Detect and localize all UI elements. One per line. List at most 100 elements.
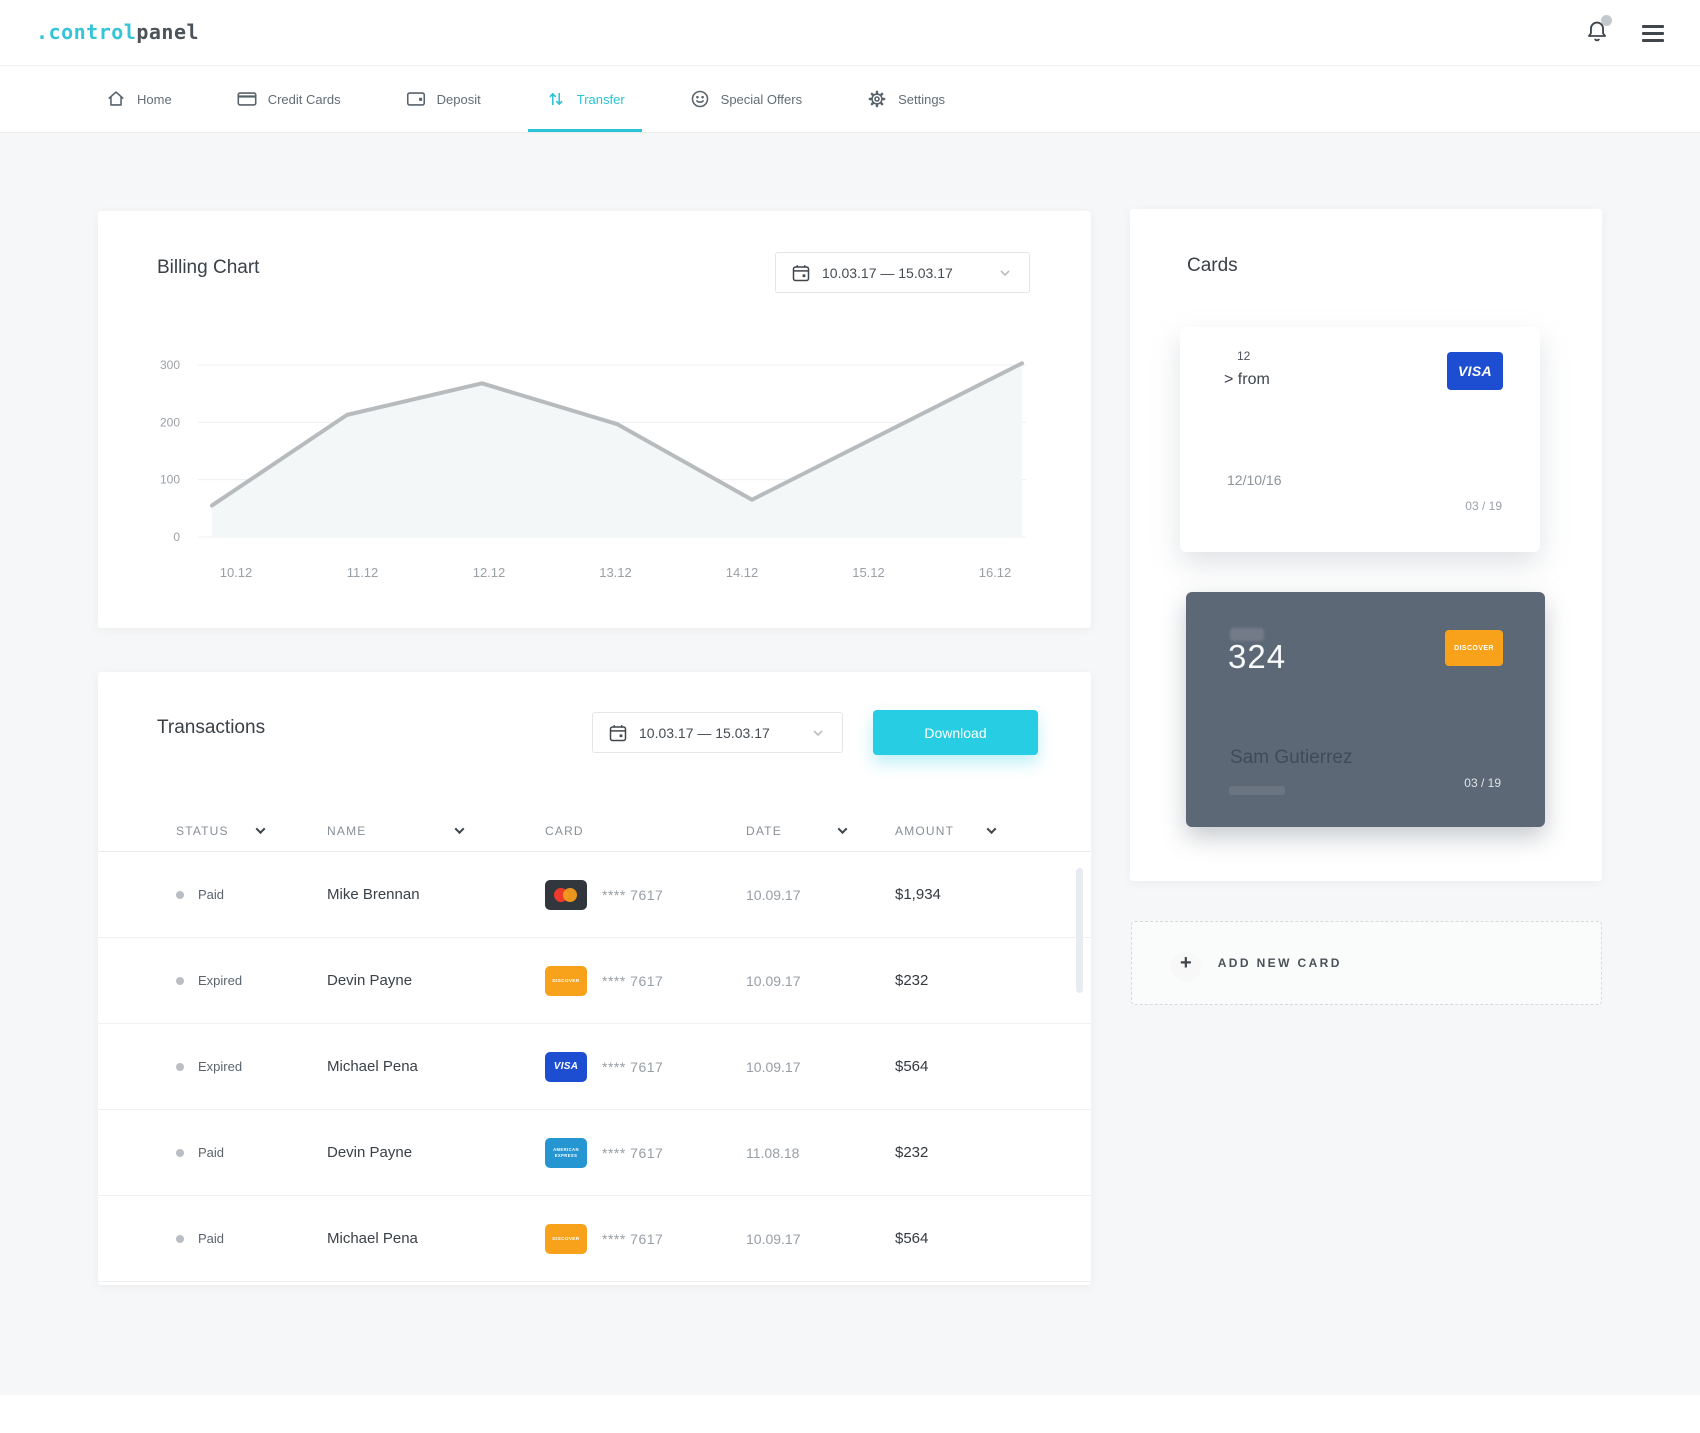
tab-transfer[interactable]: Transfer (524, 66, 646, 132)
svg-text:10.12: 10.12 (220, 565, 253, 580)
card-ghost-text (1230, 628, 1264, 641)
notification-badge (1601, 15, 1612, 26)
svg-text:0: 0 (173, 530, 180, 544)
status-label: Expired (198, 1059, 243, 1074)
table-scrollbar[interactable] (1076, 868, 1083, 993)
sort-chevron-icon[interactable] (986, 824, 997, 835)
status-label: Paid (198, 1231, 225, 1246)
transaction-date: 10.09.17 (746, 886, 801, 903)
main-nav: Home Credit Cards Deposit Transfer Speci… (0, 65, 1700, 132)
column-header-name[interactable]: NAME (327, 824, 465, 838)
sort-chevron-icon[interactable] (255, 824, 266, 835)
tab-settings[interactable]: Settings (845, 66, 966, 132)
svg-text:16.12: 16.12 (979, 565, 1012, 580)
transfer-arrows-icon (549, 92, 563, 106)
customer-name: Devin Payne (327, 1144, 413, 1161)
status-label: Expired (198, 973, 243, 988)
svg-text:200: 200 (160, 415, 180, 429)
status-dot (176, 976, 184, 985)
card-expiry: 03 / 19 (1464, 776, 1501, 790)
tab-label: Settings (898, 91, 946, 107)
billing-date-range-value: 10.03.17 — 15.03.17 (822, 264, 953, 281)
top-bar: .controlpanel (0, 0, 1700, 65)
plus-icon: + (1171, 951, 1201, 982)
card-expiry: 03 / 19 (1465, 499, 1502, 513)
notifications-button[interactable] (1584, 15, 1612, 44)
transaction-amount: $1,934 (895, 886, 941, 903)
transaction-amount: $232 (895, 972, 929, 989)
transaction-date: 11.08.18 (746, 1144, 800, 1161)
tab-label: Transfer (576, 91, 625, 107)
logo-rest: panel (136, 20, 200, 44)
table-row[interactable]: Expired Michael Pena VISA **** 7617 10.0… (98, 1024, 1091, 1110)
wallet-icon (406, 92, 425, 106)
chevron-down-icon (1000, 269, 1010, 276)
status-dot (176, 890, 184, 899)
column-header-card: CARD (545, 823, 584, 838)
cards-panel: Cards 12 > from VISA 12/10/16 03 / 19 32… (1130, 209, 1602, 881)
credit-card-icon (237, 92, 257, 106)
table-row[interactable]: Paid Michael Pena DISCOVER **** 7617 10.… (98, 1196, 1091, 1282)
billing-date-range-picker[interactable]: 10.03.17 — 15.03.17 (775, 252, 1030, 293)
customer-name: Michael Pena (327, 1230, 418, 1247)
transactions-title: Transactions (157, 717, 266, 738)
chevron-down-icon (813, 729, 823, 736)
transactions-date-range-picker[interactable]: 10.03.17 — 15.03.17 (592, 712, 843, 753)
visa-logo: VISA (1447, 352, 1503, 390)
transaction-date: 10.09.17 (746, 1230, 801, 1247)
table-row[interactable]: Expired Devin Payne DISCOVER **** 7617 1… (98, 938, 1091, 1024)
card-number: 324 (1228, 638, 1287, 675)
tab-deposit[interactable]: Deposit (384, 66, 502, 132)
discover-logo: DISCOVER (1445, 630, 1503, 666)
tab-label: Credit Cards (267, 91, 341, 107)
transactions-date-range-value: 10.03.17 — 15.03.17 (639, 724, 770, 741)
cards-title: Cards (1187, 255, 1238, 276)
status-dot (176, 1148, 184, 1157)
card-issued-date: 12/10/16 (1227, 472, 1282, 488)
gear-icon (868, 90, 886, 108)
card-brand-icon: DISCOVER (545, 965, 587, 996)
calendar-icon (792, 264, 810, 281)
tab-home[interactable]: Home (84, 66, 193, 132)
svg-text:12.12: 12.12 (473, 565, 506, 580)
card-item-visa[interactable]: 12 > from VISA 12/10/16 03 / 19 (1180, 327, 1540, 552)
card-number-masked: **** 7617 (602, 1230, 664, 1247)
card-number-masked: **** 7617 (602, 886, 664, 903)
download-button[interactable]: Download (873, 710, 1038, 755)
transaction-amount: $564 (895, 1058, 929, 1075)
column-header-status[interactable]: STATUS (176, 824, 266, 838)
table-row[interactable]: Paid Devin Payne AMERICAN EXPRESS **** 7… (98, 1110, 1091, 1196)
tab-credit-cards[interactable]: Credit Cards (215, 66, 362, 132)
sort-chevron-icon[interactable] (837, 824, 848, 835)
billing-chart-panel: Billing Chart 10.03.17 — 15.03.17 0 100 20… (98, 211, 1091, 628)
card-number-masked: **** 7617 (602, 1058, 664, 1075)
card-brand-icon: VISA (545, 1051, 587, 1082)
card-corner-label: 12 (1237, 349, 1251, 363)
add-new-card-label: ADD NEW CARD (1217, 956, 1342, 970)
card-item-discover[interactable]: 324 DISCOVER Sam Gutierrez 03 / 19 (1186, 592, 1545, 827)
sort-chevron-icon[interactable] (454, 824, 465, 835)
transactions-table-header: STATUS NAME CARD DATE AMOUNT (98, 810, 1091, 852)
transaction-date: 10.09.17 (746, 972, 801, 989)
hamburger-menu-button[interactable] (1642, 21, 1664, 42)
card-holder-name: Sam Gutierrez (1230, 747, 1353, 768)
app-logo: .controlpanel (36, 20, 199, 44)
svg-text:14.12: 14.12 (726, 565, 759, 580)
billing-line-chart: 0 100 200 300 10.12 11.12 12.12 13.12 14.12 15.12… (160, 358, 1026, 580)
transaction-amount: $232 (895, 1144, 929, 1161)
svg-text:15.12: 15.12 (852, 565, 885, 580)
column-header-date[interactable]: DATE (746, 824, 848, 838)
svg-text:11.12: 11.12 (347, 565, 379, 580)
customer-name: Devin Payne (327, 972, 413, 989)
tab-label: Home (137, 91, 172, 107)
customer-name: Mike Brennan (327, 886, 420, 903)
footer-strip (0, 1395, 1700, 1433)
add-new-card-button[interactable]: + ADD NEW CARD (1131, 921, 1602, 1005)
tab-special-offers[interactable]: Special Offers (668, 66, 823, 132)
hamburger-icon (1642, 24, 1664, 28)
table-row[interactable]: Paid Mike Brennan **** 7617 10.09.17 $1,… (98, 852, 1091, 938)
svg-text:100: 100 (160, 473, 180, 487)
smiley-icon (691, 90, 708, 108)
column-header-amount[interactable]: AMOUNT (895, 824, 997, 838)
svg-text:13.12: 13.12 (599, 565, 632, 580)
